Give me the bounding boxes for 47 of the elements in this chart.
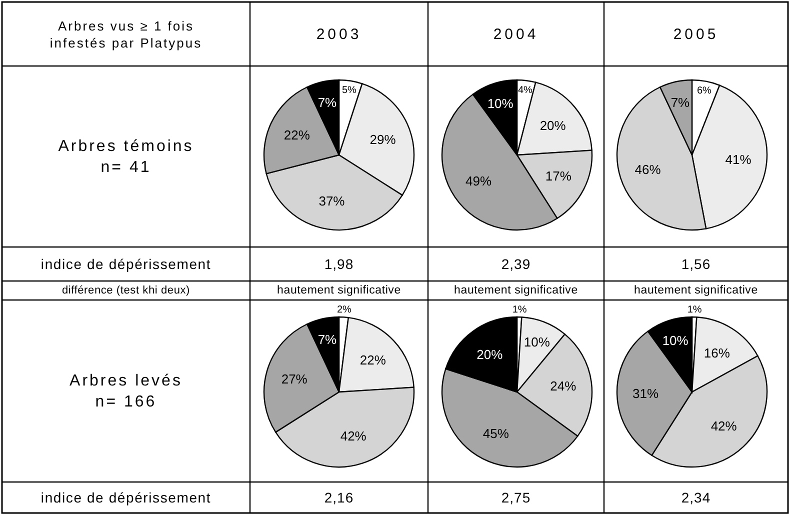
data-label: 7%	[318, 332, 338, 347]
data-label: 10%	[487, 96, 514, 112]
text: 1,98	[324, 256, 354, 272]
text: hautement significative	[277, 284, 401, 296]
data-label: 7%	[318, 94, 338, 110]
text: indice de dépérissement	[40, 490, 212, 506]
text: 2,34	[681, 490, 711, 506]
text: 2,16	[324, 490, 354, 506]
text: 2004	[493, 26, 539, 42]
data-label: 16%	[704, 345, 730, 360]
text: 2,39	[501, 256, 531, 272]
data-label: 24%	[550, 378, 577, 394]
data-label: 49%	[466, 174, 492, 189]
data-label: 46%	[634, 162, 662, 177]
text: 2005	[673, 26, 719, 42]
text: Arbres vus ≥ 1 fois infestés par Platypus	[50, 18, 202, 50]
data-label: 20%	[476, 346, 504, 362]
data-label: 41%	[725, 152, 752, 167]
data-label: 22%	[360, 352, 386, 368]
text: Arbres levés n= 166	[70, 372, 182, 410]
data-label: 5%	[342, 85, 357, 96]
data-label: 10%	[524, 334, 550, 350]
data-label: 7%	[670, 94, 690, 110]
data-label: 37%	[318, 193, 346, 208]
text: Arbres témoins n= 41	[58, 138, 194, 176]
data-label: 42%	[710, 418, 738, 434]
data-label: 1%	[512, 304, 527, 316]
data-label: 6%	[697, 85, 712, 96]
text: hautement significative	[454, 284, 578, 296]
text: 2003	[316, 26, 362, 42]
data-label: 20%	[540, 118, 566, 133]
data-label: 31%	[632, 386, 659, 401]
data-label: 22%	[284, 128, 310, 143]
text: indice de dépérissement	[40, 256, 212, 272]
data-label: 27%	[281, 372, 308, 387]
text: hautement significative	[634, 284, 758, 296]
data-label: 42%	[340, 428, 367, 444]
text: 2,75	[501, 490, 531, 506]
data-label: 17%	[545, 168, 572, 184]
data-label: 10%	[662, 333, 689, 348]
data-label: 2%	[336, 304, 352, 316]
data-label: 1%	[687, 304, 702, 316]
text: différence (test khi deux)	[62, 284, 190, 296]
text: 1,56	[681, 256, 711, 272]
data-label: 4%	[518, 84, 533, 96]
data-label: 29%	[370, 132, 396, 147]
data-label: 45%	[482, 426, 510, 441]
